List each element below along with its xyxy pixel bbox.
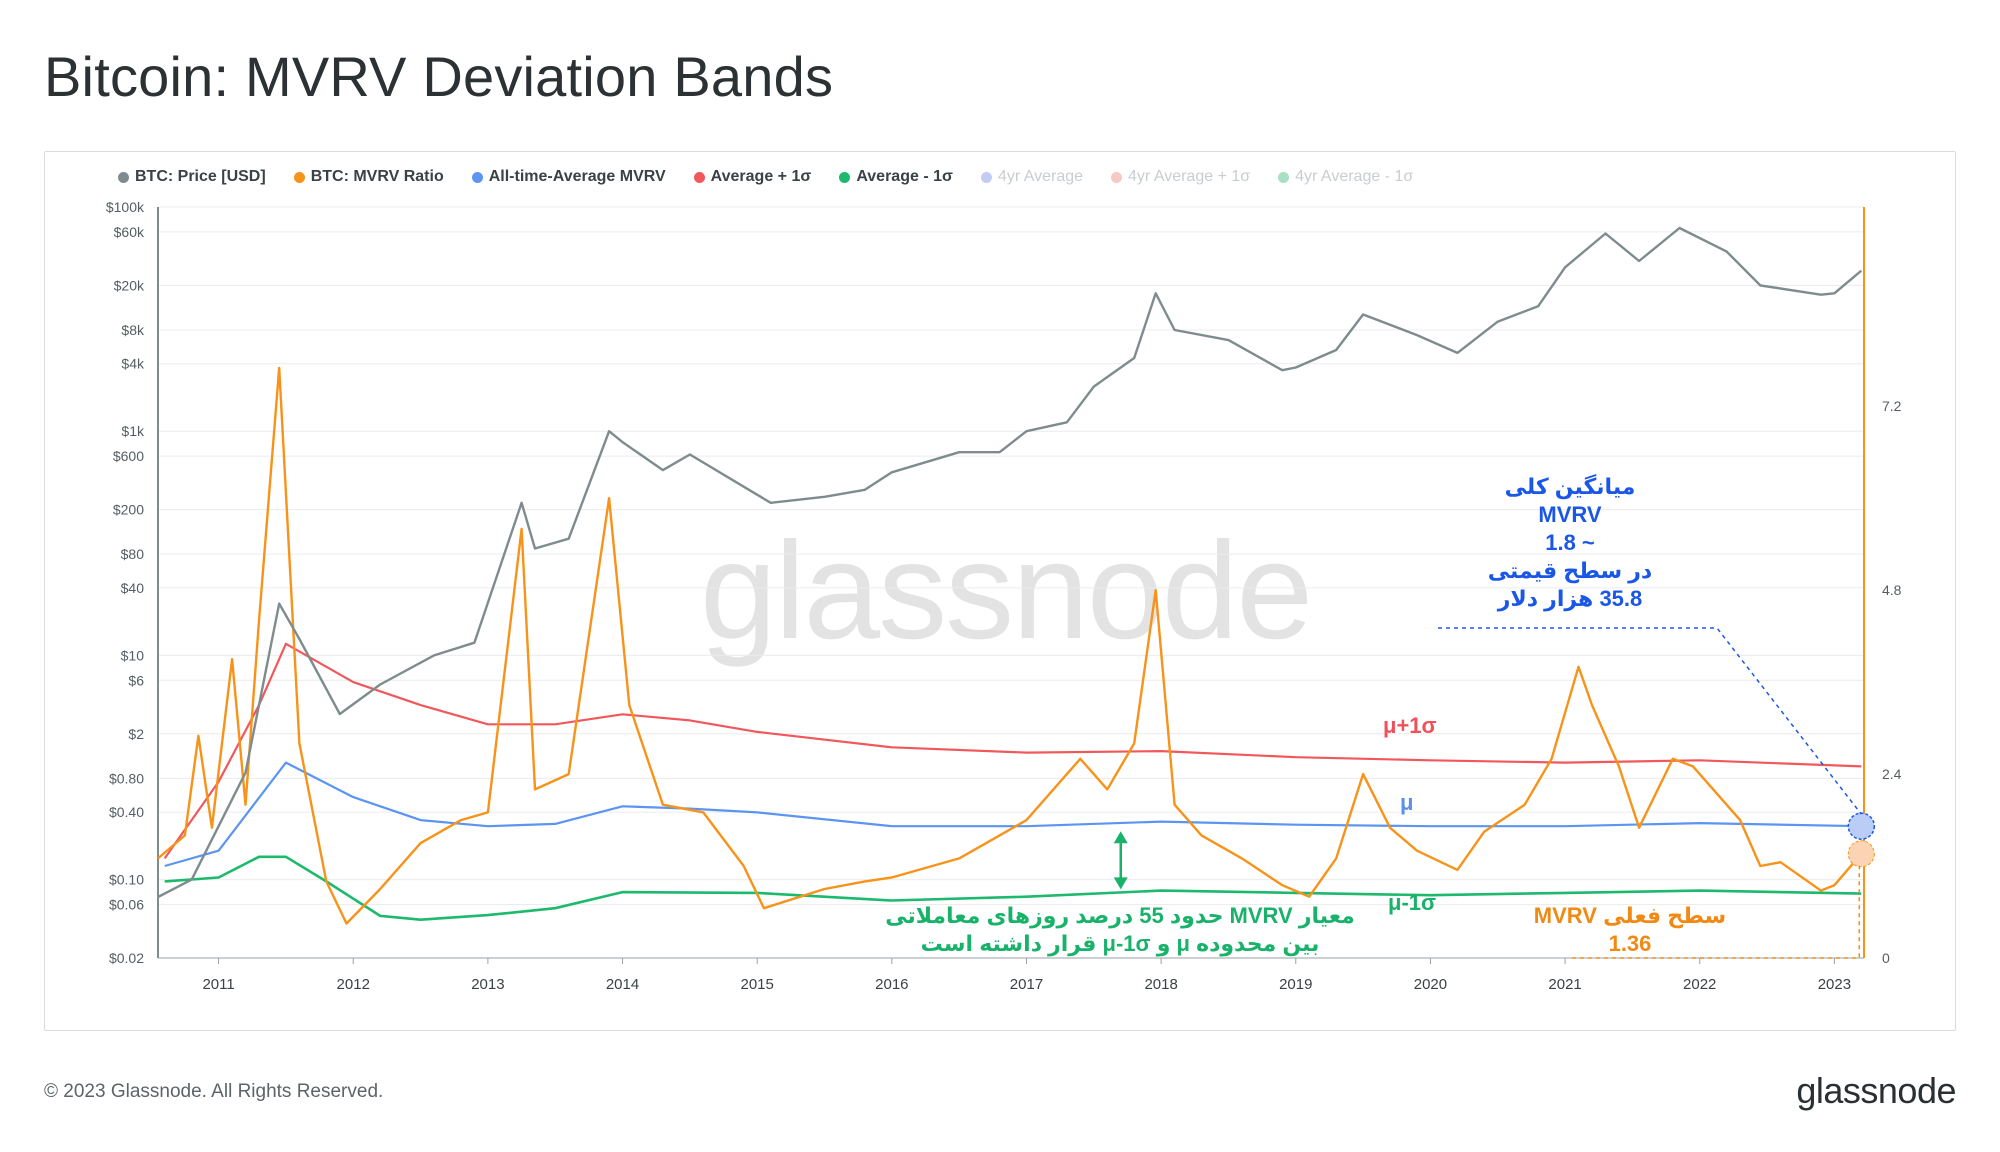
legend-label: 4yr Average + 1σ xyxy=(1128,168,1251,185)
chart-frame xyxy=(44,151,1956,1031)
band-range-arrowhead-bottom xyxy=(1113,877,1128,890)
legend-label: BTC: Price [USD] xyxy=(135,168,266,185)
average-mvrv-leader xyxy=(1438,627,1862,815)
band-label-upper: μ+1σ xyxy=(1383,713,1437,738)
legend-item[interactable]: Average - 1σ xyxy=(839,168,953,186)
x-tick-label: 2022 xyxy=(1683,976,1716,993)
y-left-tick-label: $100k xyxy=(106,199,145,215)
x-tick-label: 2014 xyxy=(606,976,639,993)
legend-label: 4yr Average xyxy=(997,168,1084,185)
legend-item[interactable]: 4yr Average + 1σ xyxy=(1111,168,1250,186)
y-right-tick-label: 0 xyxy=(1882,950,1890,966)
watermark: glassnode xyxy=(700,514,1313,668)
legend-swatch xyxy=(1278,171,1290,183)
legend-item[interactable]: 4yr Average - 1σ xyxy=(1278,168,1413,186)
y-left-tick-label: $0.80 xyxy=(109,770,144,786)
legend-item[interactable]: BTC: MVRV Ratio xyxy=(293,168,444,186)
y-left-tick-label: $0.06 xyxy=(109,897,144,913)
x-tick-label: 2020 xyxy=(1414,976,1447,993)
y-left-tick-label: $4k xyxy=(121,356,145,372)
annotation-line: در سطح قیمتی xyxy=(1487,558,1653,583)
y-left-tick-label: $60k xyxy=(114,224,145,240)
annotation-average-mvrv: میانگین کلی MVRV ~ 1.8 در سطح قیمتی 35.8… xyxy=(1460,473,1680,613)
legend-swatch xyxy=(980,171,992,183)
y-left-tick-label: $6 xyxy=(128,672,144,688)
average-mvrv-line xyxy=(164,761,1862,868)
band-range-arrowhead-top xyxy=(1113,831,1128,844)
chart-legend: BTC: Price [USD] BTC: MVRV Ratio All-time-… xyxy=(118,168,1413,186)
legend-swatch xyxy=(1111,171,1123,183)
legend-label: BTC: MVRV Ratio xyxy=(310,168,444,185)
annotation-line: میانگین کلی xyxy=(1504,474,1636,499)
x-tick-label: 2016 xyxy=(875,976,908,993)
footer-logo: glassnode xyxy=(1796,1070,1956,1111)
band-label-lower: μ-1σ xyxy=(1388,890,1437,915)
annotation-band-share: معیار MVRV حدود 55 درصد روزهای معاملاتی … xyxy=(880,902,1360,958)
x-tick-label: 2023 xyxy=(1818,976,1851,993)
band-label-mean: μ xyxy=(1400,790,1414,815)
y-left-tick-label: $0.40 xyxy=(109,804,144,820)
legend-item[interactable]: Average + 1σ xyxy=(693,168,812,186)
x-tick-label: 2013 xyxy=(471,976,504,993)
y-left-tick-label: $2 xyxy=(128,726,144,742)
legend-item[interactable]: 4yr Average xyxy=(980,168,1084,186)
x-tick-label: 2012 xyxy=(337,976,370,993)
legend-label: 4yr Average - 1σ xyxy=(1295,168,1414,185)
x-tick-label: 2017 xyxy=(1010,976,1043,993)
x-tick-label: 2019 xyxy=(1279,976,1312,993)
x-tick-label: 2021 xyxy=(1548,976,1581,993)
legend-swatch xyxy=(839,171,851,183)
x-tick-label: 2018 xyxy=(1144,976,1177,993)
legend-label: Average - 1σ xyxy=(856,168,953,185)
price-line xyxy=(157,226,1863,899)
y-left-tick-label: $600 xyxy=(113,448,144,464)
y-left-tick-label: $200 xyxy=(113,502,144,518)
y-right-tick-label: 2.4 xyxy=(1882,766,1902,782)
x-tick-label: 2011 xyxy=(202,976,234,993)
footer-copyright: © 2023 Glassnode. All Rights Reserved. xyxy=(44,1081,384,1102)
legend-swatch xyxy=(693,171,705,183)
current-mvrv-marker xyxy=(1847,840,1875,868)
y-left-tick-label: $8k xyxy=(121,322,145,338)
annotation-line: MVRV xyxy=(1538,502,1602,527)
annotation-line: 35.8 هزار دلار xyxy=(1497,586,1643,611)
y-left-tick-label: $0.02 xyxy=(109,950,144,966)
annotation-line: سطح فعلی MVRV xyxy=(1533,903,1727,928)
legend-item[interactable]: All-time-Average MVRV xyxy=(471,168,666,186)
annotation-line: 1.36 xyxy=(1608,931,1652,956)
annotation-current-mvrv: سطح فعلی MVRV 1.36 xyxy=(1520,902,1740,958)
y-left-tick-label: $20k xyxy=(114,277,145,293)
legend-item[interactable]: BTC: Price [USD] xyxy=(118,168,266,186)
y-left-tick-label: $0.10 xyxy=(109,872,144,888)
annotation-line: بین محدوده μ و μ-1σ قرار داشته است xyxy=(920,931,1320,956)
legend-label: All-time-Average MVRV xyxy=(488,168,666,185)
average-plus-sigma-line xyxy=(163,642,1862,860)
y-left-tick-label: $1k xyxy=(121,423,145,439)
legend-swatch xyxy=(293,171,305,183)
y-left-tick-label: $40 xyxy=(121,580,145,596)
y-left-tick-label: $10 xyxy=(121,647,145,663)
average-mvrv-marker xyxy=(1847,812,1876,840)
x-tick-label: 2015 xyxy=(740,976,773,993)
page-title: Bitcoin: MVRV Deviation Bands xyxy=(44,45,834,108)
average-minus-sigma-line xyxy=(164,855,1862,922)
y-left-tick-label: $80 xyxy=(121,546,145,562)
legend-swatch xyxy=(118,171,129,183)
y-right-tick-label: 4.8 xyxy=(1882,582,1902,598)
mvrv-line xyxy=(157,366,1863,925)
y-right-tick-label: 7.2 xyxy=(1882,398,1902,414)
legend-swatch xyxy=(471,171,483,183)
annotation-line: معیار MVRV حدود 55 درصد روزهای معاملاتی xyxy=(885,903,1355,928)
annotation-line: ~ 1.8 xyxy=(1545,530,1595,555)
legend-label: Average + 1σ xyxy=(710,168,812,185)
